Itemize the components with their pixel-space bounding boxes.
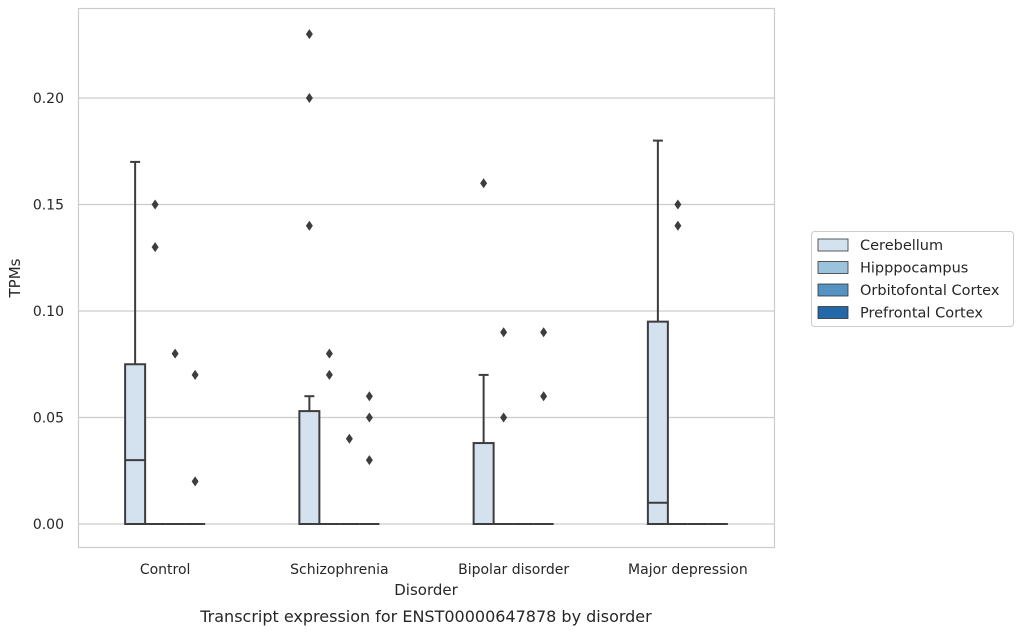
box-2-1 <box>493 327 514 525</box>
legend-label: Prefrontal Cortex <box>860 306 983 322</box>
y-axis-title: TPMs <box>6 258 24 298</box>
outlier-point <box>500 327 508 338</box>
legend: Cerebellum Hipppocampus Orbitofontal Corte… <box>811 231 1014 327</box>
legend-swatch <box>817 261 849 274</box>
box-1-2 <box>339 433 360 525</box>
x-tick-label: Schizophrenia <box>290 562 388 578</box>
outlier-point <box>325 369 333 380</box>
y-tick-label: 0.20 <box>33 91 64 107</box>
box-0-3 <box>185 369 206 525</box>
y-tick-label: 0.10 <box>33 304 64 320</box>
box-2-0 <box>472 178 495 525</box>
x-axis-title: Disorder <box>394 581 458 599</box>
outlier-point <box>151 242 159 253</box>
outlier-point <box>480 178 488 189</box>
box-3-1 <box>667 199 688 525</box>
legend-label: Hipppocampus <box>860 261 968 277</box>
x-tick-labels: Control Schizophrenia Bipolar disorder Majo… <box>140 562 748 578</box>
box-body <box>298 410 321 525</box>
chart-caption: Transcript expression for ENST0000064787… <box>199 607 652 626</box>
outlier-point <box>500 412 508 423</box>
legend-label: Orbitofontal Cortex <box>860 283 1000 299</box>
outlier-point <box>171 348 179 359</box>
legend-frame <box>811 231 1014 327</box>
y-tick-label: 0.05 <box>33 411 64 427</box>
box-body <box>646 320 669 525</box>
box-0-2 <box>165 348 186 525</box>
outlier-point <box>365 391 373 402</box>
x-tick-label: Major depression <box>628 562 748 578</box>
x-tick-label: Bipolar disorder <box>458 562 569 578</box>
box-1-0 <box>298 29 321 525</box>
outlier-point <box>674 199 682 210</box>
outlier-point <box>365 455 373 466</box>
legend-label: Cerebellum <box>860 238 943 254</box>
boxes <box>124 29 728 525</box>
legend-swatch <box>817 283 849 297</box>
outlier-point <box>305 93 313 103</box>
box-0-0 <box>124 160 147 525</box>
plot-area <box>77 7 776 549</box>
legend-swatch <box>817 306 849 319</box>
outlier-point <box>305 29 313 40</box>
box-body <box>124 363 147 525</box>
box-1-1 <box>319 348 340 525</box>
y-tick-label: 0.00 <box>33 517 64 533</box>
x-tick-label: Control <box>140 562 191 578</box>
y-tick-labels: 0.00 0.05 0.10 0.15 0.20 <box>33 91 64 533</box>
box-0-1 <box>145 199 166 525</box>
box-1-3 <box>359 391 380 525</box>
outlier-point <box>540 391 548 402</box>
outlier-point <box>191 476 199 487</box>
legend-swatch <box>817 238 849 252</box>
box-2-3 <box>533 327 554 525</box>
box-body <box>472 442 495 525</box>
outlier-point <box>151 199 159 210</box>
outlier-point <box>305 220 313 231</box>
y-tick-label: 0.15 <box>33 198 64 214</box>
outlier-point <box>325 348 333 359</box>
outlier-point <box>345 433 353 444</box>
outlier-point <box>540 327 548 338</box>
outlier-point <box>674 220 682 231</box>
box-3-0 <box>646 139 669 525</box>
outlier-point <box>365 412 373 423</box>
outlier-point <box>191 369 199 380</box>
